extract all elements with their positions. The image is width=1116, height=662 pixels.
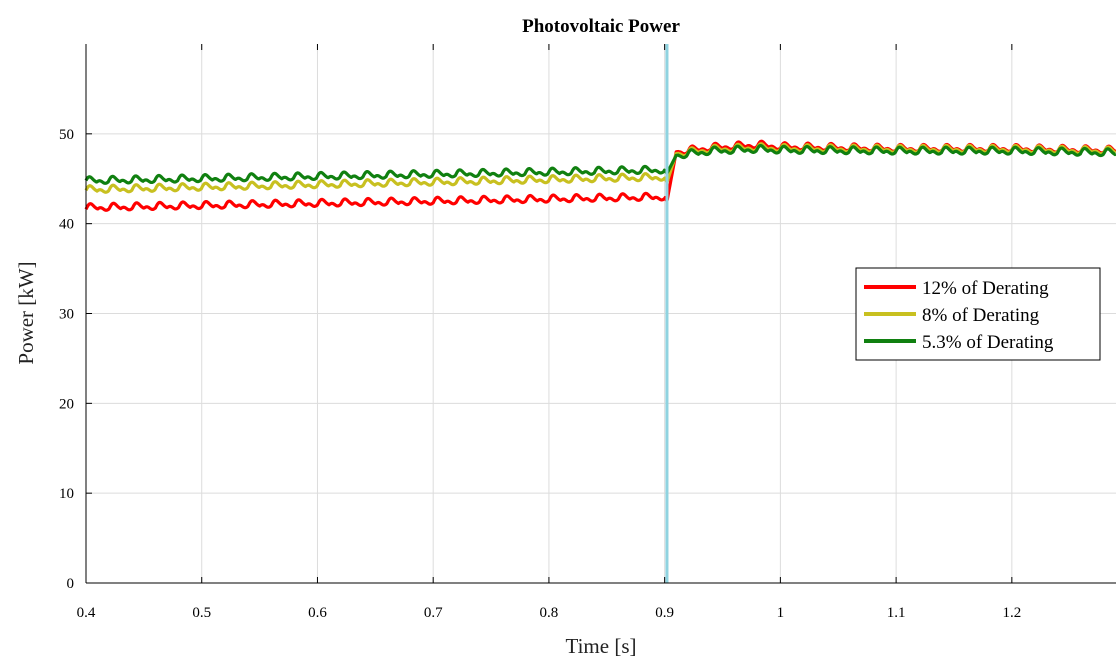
x-tick-label: 1.2 [1002,605,1021,621]
x-tick-label: 0.9 [655,605,674,621]
x-tick-label: 0.6 [308,605,327,621]
chart-title: Photovoltaic Power [522,16,680,37]
x-tick-label: 0.5 [192,605,211,621]
series-lines [84,44,1116,583]
legend-label-5-3-percent: 5.3% of Derating [922,332,1054,353]
y-tick-label: 40 [59,217,74,233]
x-tick-label: 1 [777,605,785,621]
series-line-3 [84,143,1116,185]
x-tick-label: 1.1 [887,605,906,621]
y-tick-label: 20 [59,396,74,412]
x-tick-label: 0.8 [540,605,559,621]
ticks: 0.4 0.5 0.6 0.7 0.8 0.9 1 1.1 1.2 0 10 20 30 40 50 [59,44,1021,621]
y-tick-label: 0 [67,576,75,592]
y-tick-label: 10 [59,486,74,502]
x-tick-label: 0.7 [424,605,443,621]
legend: 12% of Derating 8% of Derating 5.3% of D… [855,267,1101,361]
x-tick-label: 0.4 [77,605,96,621]
legend-label-8-percent: 8% of Derating [922,305,1040,326]
x-axis-label: Time [s] [566,634,637,658]
y-tick-label: 30 [59,307,74,323]
y-tick-label: 50 [59,127,74,143]
y-axis-label: Power [kW] [14,261,38,364]
legend-label-12-percent: 12% of Derating [922,278,1049,299]
